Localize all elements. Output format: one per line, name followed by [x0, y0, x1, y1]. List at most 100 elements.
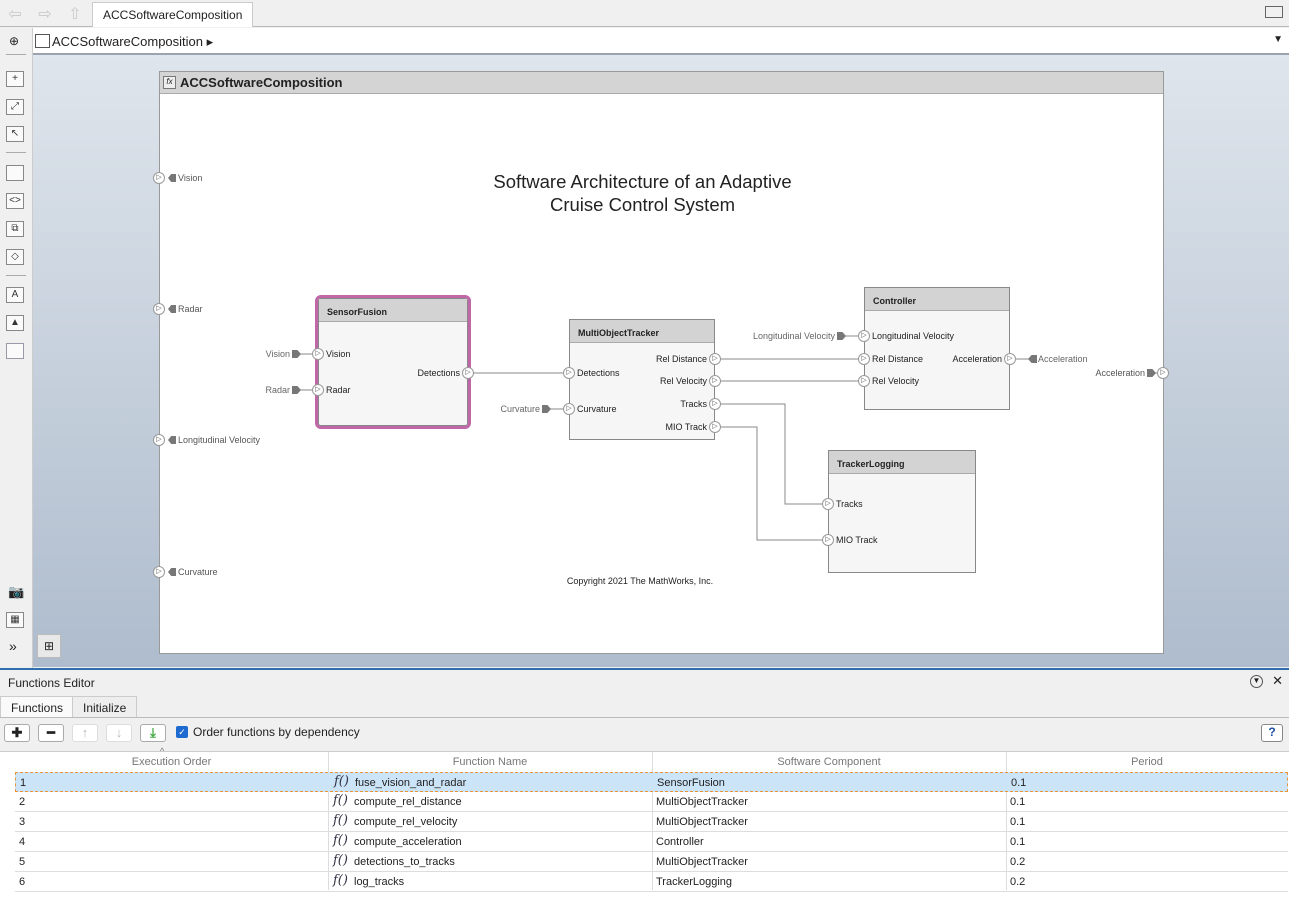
output-port-icon[interactable]: ▷	[462, 367, 474, 379]
function-icon: f()	[333, 853, 348, 868]
execution-order: 2	[19, 796, 26, 808]
table-row[interactable]: 6 f() log_tracks TrackerLogging 0.2	[15, 872, 1288, 892]
tab-initialize[interactable]: Initialize	[72, 696, 138, 717]
column-header[interactable]: Function Name	[452, 756, 528, 768]
tab-functions[interactable]: Functions	[0, 696, 75, 717]
forward-arrow-icon[interactable]: ⇨	[38, 6, 52, 23]
tab-bar: ⇦ ⇨ ⇧ ACCSoftwareComposition	[0, 0, 1289, 27]
input-port-icon[interactable]: ▷	[563, 403, 575, 415]
port-label: Tracks	[680, 399, 707, 409]
function-name[interactable]: detections_to_tracks	[354, 856, 455, 868]
period[interactable]: 0.1	[1010, 816, 1026, 828]
area-icon[interactable]	[6, 343, 24, 359]
output-port-icon[interactable]: ▷	[1004, 353, 1016, 365]
move-up-button[interactable]: ↑	[72, 724, 98, 742]
input-port-icon[interactable]: ▷	[312, 384, 324, 396]
period[interactable]: 0.1	[1010, 796, 1026, 808]
column-header[interactable]: Period	[1131, 756, 1163, 768]
column-divider	[328, 752, 329, 890]
zoom-area-icon[interactable]: ↖	[6, 126, 24, 142]
period[interactable]: 0.2	[1010, 856, 1026, 868]
table-row[interactable]: 5 f() detections_to_tracks MultiObjectTr…	[15, 852, 1288, 872]
move-down-button[interactable]: ↓	[106, 724, 132, 742]
panel-menu-icon[interactable]: ▼	[1250, 675, 1263, 688]
fit-to-view-icon[interactable]: ⤢	[6, 99, 24, 115]
function-name[interactable]: compute_rel_velocity	[354, 816, 458, 828]
software-component: Controller	[656, 836, 704, 848]
expand-icon[interactable]: »	[9, 638, 17, 654]
function-name[interactable]: compute_rel_distance	[354, 796, 462, 808]
document-tab[interactable]: ACCSoftwareComposition	[92, 2, 254, 27]
input-port-icon[interactable]: ▷	[858, 375, 870, 387]
function-icon: fx	[163, 76, 176, 89]
port-label: Rel Distance	[655, 354, 707, 364]
component-block-logging[interactable]: TrackerLogging	[828, 450, 976, 573]
port-label: Detections	[577, 368, 620, 378]
table-row[interactable]: 2 f() compute_rel_distance MultiObjectTr…	[15, 792, 1288, 812]
back-arrow-icon[interactable]: ⇦	[8, 6, 22, 23]
zoom-icon[interactable]: +	[6, 71, 24, 87]
keyboard-icon[interactable]	[1265, 6, 1283, 18]
input-port-icon[interactable]: ▷	[858, 353, 870, 365]
signal-tag-icon	[168, 436, 176, 444]
signal-label: Vision	[265, 349, 290, 359]
camera-icon[interactable]: 📷	[8, 584, 25, 599]
breadcrumb-item[interactable]: ACCSoftwareComposition ▸	[52, 34, 214, 49]
input-port-icon[interactable]: ▷	[822, 534, 834, 546]
breadcrumb: ACCSoftwareComposition ▸ ▼	[33, 28, 1289, 55]
component-block-sensor_fusion[interactable]: SensorFusion	[315, 295, 471, 429]
output-port-icon[interactable]: ▷	[709, 398, 721, 410]
component-block-controller[interactable]: Controller	[864, 287, 1010, 410]
composition-icon[interactable]: ⧉	[6, 221, 24, 237]
root-inport-icon[interactable]: ▷	[153, 172, 165, 184]
hierarchy-icon[interactable]: ⊞	[37, 634, 61, 658]
output-port-icon[interactable]: ▷	[709, 353, 721, 365]
diagram-title: Software Architecture of an Adaptive Crui…	[493, 171, 792, 215]
root-outport-icon[interactable]: ▷	[1157, 367, 1169, 379]
root-inport-icon[interactable]: ▷	[153, 566, 165, 578]
navigate-back-icon[interactable]: ⊕	[9, 34, 20, 48]
signal-tag-icon	[542, 405, 551, 413]
left-toolbar: ⊕ + ⤢ ↖ <> ⧉ ◇ A ▲ 📷 ▦ »	[0, 28, 33, 668]
property-inspector-icon[interactable]: ▦	[6, 612, 24, 628]
root-inport-icon[interactable]: ▷	[153, 434, 165, 446]
input-port-icon[interactable]: ▷	[858, 330, 870, 342]
software-component-icon[interactable]: <>	[6, 193, 24, 209]
help-button[interactable]: ?	[1261, 724, 1283, 742]
add-function-button[interactable]: ✚	[4, 724, 30, 742]
input-port-icon[interactable]: ▷	[563, 367, 575, 379]
function-icon: f()	[333, 813, 348, 828]
table-row[interactable]: 4 f() compute_acceleration Controller 0.…	[15, 832, 1288, 852]
input-port-icon[interactable]: ▷	[312, 348, 324, 360]
root-inport-icon[interactable]: ▷	[153, 303, 165, 315]
output-port-icon[interactable]: ▷	[709, 375, 721, 387]
function-name[interactable]: fuse_vision_and_radar	[355, 777, 467, 789]
remove-function-button[interactable]: ━	[38, 724, 64, 742]
close-icon[interactable]: ✕	[1272, 673, 1283, 688]
sort-functions-button[interactable]: ⤓	[140, 724, 166, 742]
signal-tag-icon	[168, 305, 176, 313]
input-port-icon[interactable]: ▷	[822, 498, 834, 510]
table-row[interactable]: 1 f() fuse_vision_and_radar SensorFusion…	[15, 772, 1288, 792]
chevron-down-icon[interactable]: ▼	[1273, 34, 1283, 45]
period[interactable]: 0.1	[1010, 836, 1026, 848]
signal-tag-icon	[1147, 369, 1156, 377]
period[interactable]: 0.1	[1011, 777, 1027, 789]
adapter-icon[interactable]: ◇	[6, 249, 24, 265]
column-header[interactable]: Execution Order	[131, 756, 212, 768]
period[interactable]: 0.2	[1010, 876, 1026, 888]
software-component: MultiObjectTracker	[656, 796, 748, 808]
order-by-dependency-checkbox[interactable]: ✓	[176, 726, 188, 738]
table-row[interactable]: 3 f() compute_rel_velocity MultiObjectTr…	[15, 812, 1288, 832]
component-block-tracker[interactable]: MultiObjectTracker	[569, 319, 715, 440]
output-port-icon[interactable]: ▷	[709, 421, 721, 433]
image-icon[interactable]: ▲	[6, 315, 24, 331]
port-label: MIO Track	[665, 422, 707, 432]
function-name[interactable]: log_tracks	[354, 876, 405, 888]
annotation-icon[interactable]: A	[6, 287, 24, 303]
component-icon[interactable]	[6, 165, 24, 181]
divider	[0, 717, 1289, 718]
column-header[interactable]: Software Component	[777, 756, 881, 768]
up-arrow-icon[interactable]: ⇧	[68, 6, 82, 23]
function-name[interactable]: compute_acceleration	[354, 836, 462, 848]
